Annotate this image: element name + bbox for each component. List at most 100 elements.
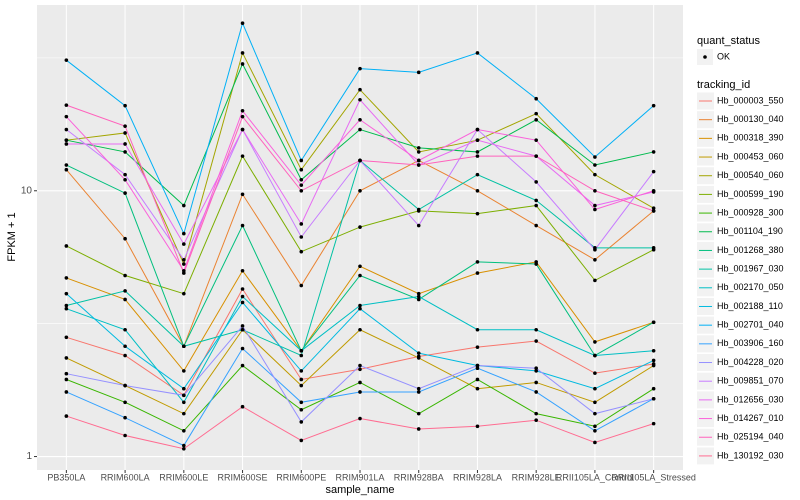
- data-point: [240, 192, 245, 197]
- data-point: [240, 268, 245, 273]
- data-point: [299, 183, 304, 187]
- x-tick-label: RRIM600SE: [218, 472, 268, 482]
- data-point: [534, 380, 538, 385]
- data-point: [593, 257, 597, 262]
- data-point: [299, 438, 304, 443]
- data-point: [358, 390, 362, 394]
- data-point: [182, 271, 186, 275]
- data-point: [593, 172, 597, 177]
- data-point: [299, 222, 304, 226]
- data-point: [358, 87, 362, 92]
- data-point: [475, 138, 480, 142]
- data-point: [416, 207, 421, 212]
- data-point: [358, 367, 362, 372]
- y-axis-title: FPKM + 1: [6, 212, 18, 261]
- data-point: [358, 273, 362, 278]
- data-point: [299, 177, 304, 182]
- data-point: [240, 324, 245, 328]
- data-point: [182, 386, 186, 391]
- data-point: [416, 291, 421, 296]
- data-point: [123, 433, 127, 438]
- data-point: [358, 306, 362, 311]
- data-point: [593, 247, 597, 252]
- data-point: [182, 446, 186, 451]
- data-point: [651, 396, 656, 401]
- data-point: [593, 353, 597, 358]
- data-point: [123, 415, 127, 420]
- data-point: [240, 363, 245, 368]
- legend-label: Hb_002701_040: [717, 320, 784, 330]
- data-point: [64, 276, 69, 280]
- data-point: [299, 420, 304, 424]
- data-point: [475, 172, 480, 177]
- legend-point: [703, 55, 707, 59]
- data-point: [475, 260, 480, 264]
- data-point: [182, 257, 186, 262]
- data-point: [651, 169, 656, 174]
- data-point: [475, 51, 480, 55]
- data-point: [534, 154, 538, 158]
- data-point: [651, 358, 656, 363]
- legend-label: Hb_001967_030: [717, 263, 784, 273]
- data-point: [475, 363, 480, 368]
- data-point: [240, 51, 245, 55]
- data-point: [651, 206, 656, 210]
- data-point: [299, 249, 304, 254]
- data-point: [593, 440, 597, 445]
- data-point: [593, 428, 597, 433]
- data-point: [240, 404, 245, 409]
- legend-label: Hb_002188_110: [717, 301, 783, 311]
- data-point: [123, 273, 127, 278]
- data-point: [475, 271, 480, 275]
- x-tick-label: RRIM928LE: [512, 472, 561, 482]
- data-point: [299, 353, 304, 358]
- data-point: [651, 209, 656, 213]
- legend-label: OK: [717, 51, 730, 61]
- data-point: [416, 146, 421, 150]
- data-point: [123, 400, 127, 405]
- data-point: [123, 327, 127, 332]
- data-point: [475, 424, 480, 429]
- x-tick-label: RRIM928BA: [394, 472, 444, 482]
- data-point: [593, 163, 597, 167]
- data-point: [593, 400, 597, 405]
- data-point: [416, 223, 421, 228]
- legend-label: Hb_000130_040: [717, 114, 784, 124]
- data-point: [240, 294, 245, 299]
- data-point: [123, 289, 127, 293]
- data-point: [358, 225, 362, 229]
- data-point: [182, 262, 186, 266]
- data-point: [299, 283, 304, 288]
- data-point: [64, 163, 69, 167]
- data-point: [475, 127, 480, 132]
- data-point: [416, 351, 421, 355]
- data-point: [182, 393, 186, 398]
- x-tick-label: RRIM928LA: [453, 472, 502, 482]
- data-point: [64, 58, 69, 62]
- legend-label: Hb_012656_030: [717, 394, 784, 404]
- data-point: [240, 327, 245, 332]
- data-point: [123, 131, 127, 135]
- legend-title: tracking_id: [697, 79, 750, 91]
- data-point: [358, 127, 362, 132]
- data-point: [123, 177, 127, 182]
- data-point: [182, 242, 186, 246]
- data-point: [475, 366, 480, 370]
- data-point: [416, 163, 421, 167]
- data-point: [299, 235, 304, 239]
- data-point: [534, 339, 538, 343]
- data-point: [240, 300, 245, 305]
- data-point: [123, 142, 127, 146]
- data-point: [299, 158, 304, 163]
- data-point: [182, 291, 186, 296]
- data-point: [64, 291, 69, 296]
- data-point: [593, 278, 597, 283]
- data-point: [475, 377, 480, 382]
- data-point: [651, 348, 656, 353]
- data-point: [123, 383, 127, 388]
- legend-label: Hb_000599_190: [717, 189, 784, 199]
- data-point: [534, 366, 538, 370]
- data-point: [123, 150, 127, 154]
- data-point: [416, 390, 421, 394]
